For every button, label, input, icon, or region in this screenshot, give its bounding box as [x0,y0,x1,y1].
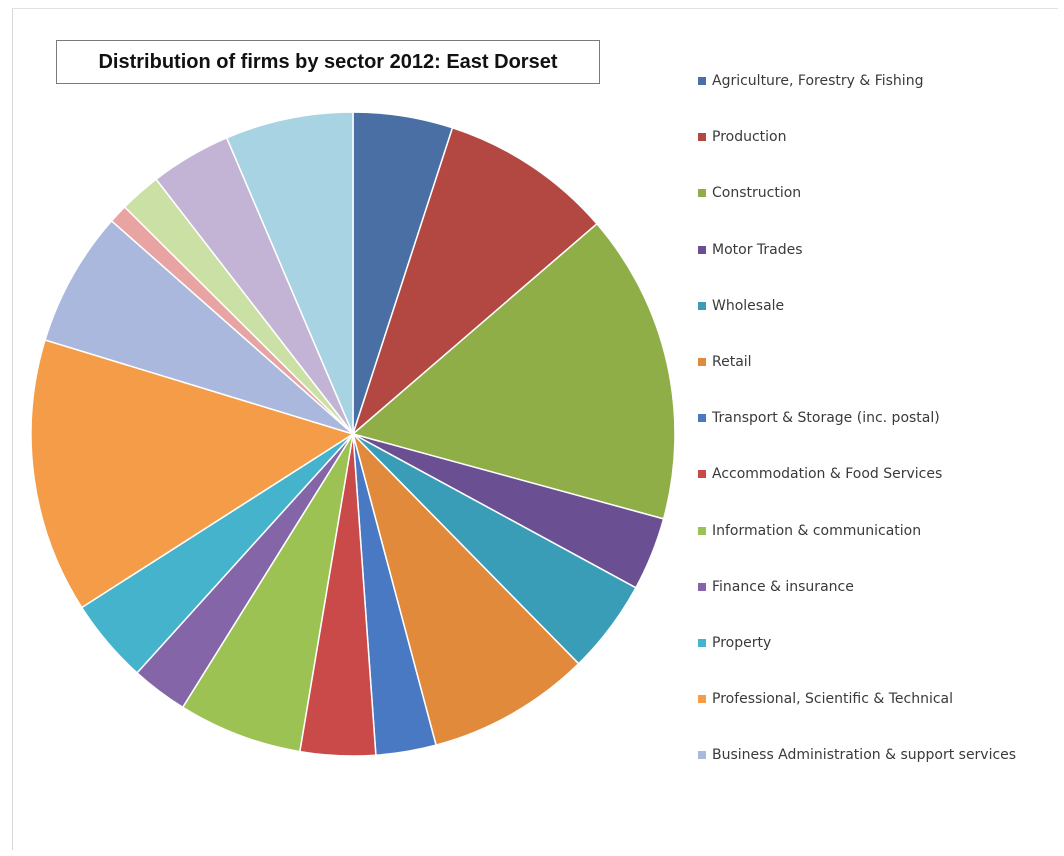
legend-label: Accommodation & Food Services [712,466,943,483]
legend-swatch [698,470,706,479]
legend-swatch [698,526,706,535]
legend-swatch [698,639,706,647]
legend-label: Property [712,635,772,651]
legend-label: Production [712,129,787,146]
pie-slice-professional-scientific-technical [30,339,355,609]
legend-label: Wholesale [712,297,785,314]
legend-swatch [698,751,706,760]
legend-swatch [698,358,706,366]
legend-swatch [698,414,706,423]
legend-item: Business Administration & support servic… [698,745,1016,765]
pie-slice-construction [351,222,676,520]
legend-label: Motor Trades [712,241,803,258]
legend-item: Information & communication [698,521,921,541]
legend-item: Finance & insurance [698,577,854,597]
legend-swatch [698,133,706,142]
legend-item: Retail [698,352,752,372]
legend-swatch [698,245,706,254]
chart-title: Distribution of firms by sector 2012: Ea… [56,40,600,84]
legend-swatch [698,189,706,198]
legend-swatch [698,301,706,310]
legend-item: Property [698,633,771,653]
legend-label: Agriculture, Forestry & Fishing [712,73,924,89]
legend-item: Transport & Storage (inc. postal) [698,408,940,428]
legend-swatch [698,695,706,704]
legend-label: Business Administration & support servic… [712,747,1017,764]
legend-swatch [698,582,706,591]
legend-item: Accommodation & Food Services [698,464,942,484]
pie-slice-retail [351,431,580,747]
chart-frame [12,8,1058,850]
legend-label: Transport & Storage (inc. postal) [712,410,940,427]
pie-slice-information-communication [181,433,354,753]
legend-item: Construction [698,183,801,203]
legend-item: Production [698,127,786,147]
legend-item: Motor Trades [698,240,803,260]
legend-label: Construction [712,185,802,202]
pie-slice-business-administration-support-services [44,219,354,435]
legend-item: Agriculture, Forestry & Fishing [698,71,923,91]
pie-slice-production [351,126,598,437]
legend-item: Professional, Scientific & Technical [698,689,953,709]
legend-label: Retail [712,354,752,370]
legend-label: Information & communication [712,522,922,539]
legend-item: Wholesale [698,296,784,316]
legend-swatch [698,77,706,85]
pie-slice-unlabeled-16 [225,111,354,435]
legend-label: Professional, Scientific & Technical [712,691,953,708]
legend-label: Finance & insurance [712,578,854,595]
